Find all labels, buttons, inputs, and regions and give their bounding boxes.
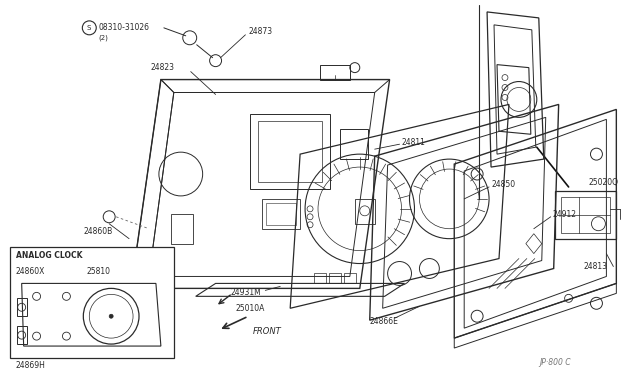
Text: 24860X: 24860X [16,266,45,276]
Text: FRONT: FRONT [252,327,281,336]
Text: 24813: 24813 [584,262,607,271]
Bar [10,247,174,358]
Text: 24866E: 24866E [370,317,399,326]
Text: 24850: 24850 [491,180,515,189]
Text: JP·800 C: JP·800 C [539,358,570,367]
Text: ANALOG CLOCK: ANALOG CLOCK [16,251,82,260]
Text: 24860B: 24860B [83,227,113,236]
Text: (2): (2) [99,35,108,41]
Circle shape [109,314,113,318]
Text: 08310-31026: 08310-31026 [99,23,149,32]
Text: 25010A: 25010A [236,304,265,313]
Text: 24823: 24823 [151,63,175,72]
Text: 25810: 25810 [86,266,110,276]
Text: 24873: 24873 [248,27,273,36]
Text: 24912: 24912 [553,210,577,219]
Text: 24931M: 24931M [230,288,261,297]
Text: S: S [86,25,90,31]
Text: 24869H: 24869H [16,361,45,370]
Text: 25020Q: 25020Q [589,178,618,187]
Text: 24811: 24811 [401,138,426,147]
